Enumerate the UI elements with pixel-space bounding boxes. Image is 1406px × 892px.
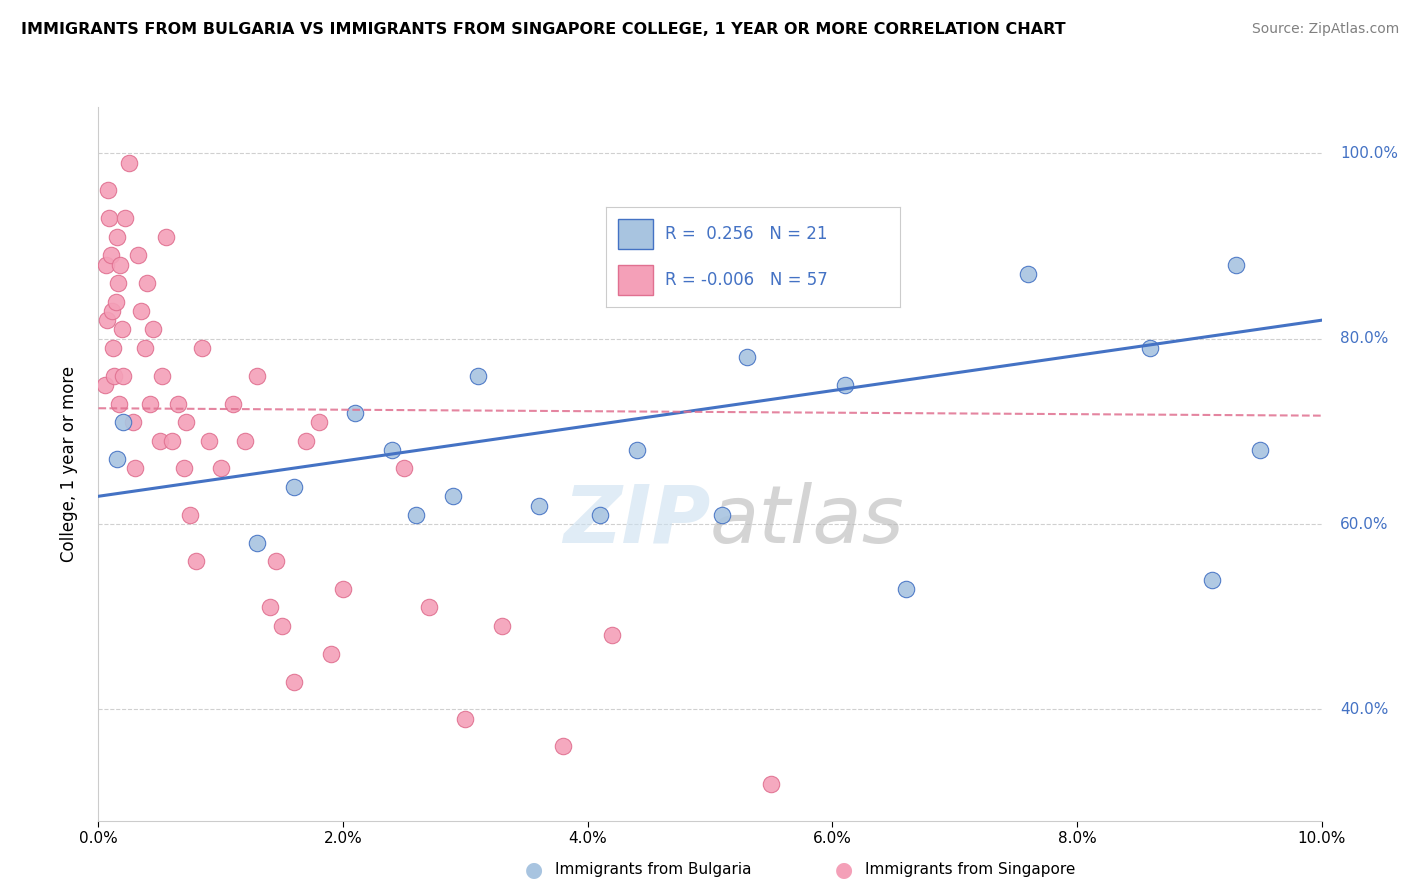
Point	[405, 508, 427, 522]
Text: ZIP: ZIP	[562, 482, 710, 560]
Point	[1250, 442, 1272, 457]
Point	[283, 480, 305, 494]
Text: 100.0%: 100.0%	[1340, 146, 1398, 161]
Point	[441, 489, 464, 503]
Point	[553, 739, 575, 754]
Point	[259, 600, 281, 615]
Point	[107, 276, 129, 290]
Point	[100, 248, 122, 262]
Point	[142, 322, 165, 336]
Point	[246, 368, 269, 383]
Point	[111, 368, 134, 383]
Point	[176, 415, 198, 429]
Point	[96, 313, 118, 327]
Point	[129, 304, 152, 318]
Text: Source: ZipAtlas.com: Source: ZipAtlas.com	[1251, 22, 1399, 37]
Point	[121, 415, 143, 429]
Point	[97, 184, 120, 198]
Text: 40.0%: 40.0%	[1340, 702, 1388, 717]
Point	[283, 674, 305, 689]
Point	[101, 341, 124, 355]
Point	[332, 582, 354, 596]
Text: atlas: atlas	[710, 482, 905, 560]
Point	[127, 248, 149, 262]
Point	[167, 396, 190, 410]
Text: ●: ●	[526, 860, 543, 880]
Point	[1225, 258, 1247, 272]
Point	[233, 434, 256, 448]
Point	[105, 229, 128, 244]
Point	[179, 508, 201, 522]
Point	[98, 211, 121, 226]
Point	[270, 619, 294, 633]
Point	[392, 461, 416, 475]
Point	[191, 341, 214, 355]
Point	[308, 415, 330, 429]
Point	[222, 396, 245, 410]
Point	[264, 554, 287, 568]
Y-axis label: College, 1 year or more: College, 1 year or more	[59, 366, 77, 562]
Point	[381, 442, 404, 457]
Point	[1139, 341, 1161, 355]
Point	[160, 434, 183, 448]
Point	[834, 378, 856, 392]
Point	[111, 322, 134, 336]
Point	[104, 294, 127, 309]
Text: 80.0%: 80.0%	[1340, 331, 1388, 346]
Point	[111, 415, 134, 429]
Point	[589, 508, 612, 522]
Point	[149, 434, 172, 448]
Point	[155, 229, 177, 244]
Point	[711, 508, 734, 522]
Text: 60.0%: 60.0%	[1340, 516, 1389, 532]
Point	[114, 211, 136, 226]
Text: ●: ●	[835, 860, 852, 880]
Point	[295, 434, 318, 448]
Point	[173, 461, 195, 475]
Point	[124, 461, 146, 475]
Point	[418, 600, 440, 615]
Point	[103, 368, 125, 383]
Point	[454, 712, 477, 726]
Point	[761, 776, 783, 790]
Point	[527, 499, 550, 513]
Point	[246, 535, 269, 549]
Point	[1201, 573, 1223, 587]
Point	[626, 442, 648, 457]
Point	[110, 258, 132, 272]
Point	[735, 351, 758, 365]
Point	[134, 341, 156, 355]
Point	[118, 155, 141, 169]
Point	[209, 461, 232, 475]
Text: Immigrants from Bulgaria: Immigrants from Bulgaria	[555, 863, 752, 877]
Point	[491, 619, 513, 633]
Point	[600, 628, 623, 642]
Point	[94, 258, 117, 272]
Point	[136, 276, 159, 290]
Point	[93, 378, 115, 392]
Point	[101, 304, 124, 318]
Point	[1017, 267, 1039, 281]
Point	[150, 368, 173, 383]
Text: Immigrants from Singapore: Immigrants from Singapore	[865, 863, 1076, 877]
Point	[467, 368, 489, 383]
Point	[319, 647, 342, 661]
Point	[344, 406, 367, 420]
Text: IMMIGRANTS FROM BULGARIA VS IMMIGRANTS FROM SINGAPORE COLLEGE, 1 YEAR OR MORE CO: IMMIGRANTS FROM BULGARIA VS IMMIGRANTS F…	[21, 22, 1066, 37]
Point	[186, 554, 208, 568]
Point	[894, 582, 917, 596]
Point	[197, 434, 219, 448]
Point	[105, 452, 128, 467]
Point	[108, 396, 131, 410]
Point	[139, 396, 162, 410]
